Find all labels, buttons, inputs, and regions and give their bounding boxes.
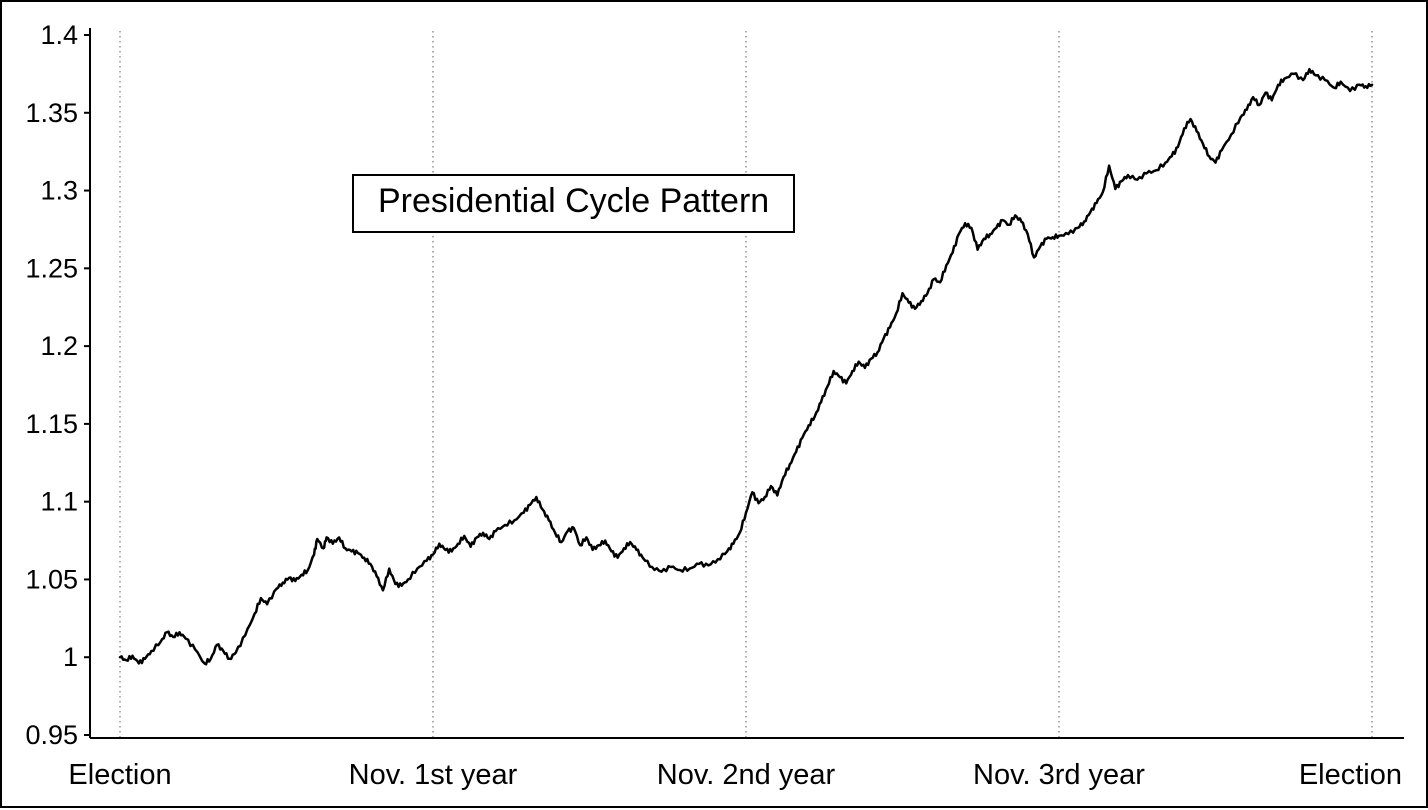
x-tick-label: Nov. 2nd year — [657, 759, 836, 791]
y-tick-label: 0.95 — [25, 720, 78, 750]
chart-title: Presidential Cycle Pattern — [352, 174, 796, 233]
y-tick-label: 1.4 — [40, 20, 78, 50]
series-line — [118, 67, 1374, 666]
y-tick-label: 1.2 — [40, 331, 78, 361]
y-tick-label: 1.3 — [40, 176, 78, 206]
y-tick-label: 1 — [63, 642, 78, 672]
x-tick-label: Nov. 1st year — [349, 759, 518, 791]
x-tick-label: Election — [68, 759, 171, 791]
y-tick-label: 1.1 — [40, 487, 78, 517]
y-tick-label: 1.05 — [25, 564, 78, 594]
x-tick-label: Election — [1299, 759, 1402, 791]
y-tick-label: 1.35 — [25, 98, 78, 128]
x-tick-label: Nov. 3rd year — [973, 759, 1145, 791]
y-tick-label: 1.15 — [25, 409, 78, 439]
y-tick-label: 1.25 — [25, 253, 78, 283]
